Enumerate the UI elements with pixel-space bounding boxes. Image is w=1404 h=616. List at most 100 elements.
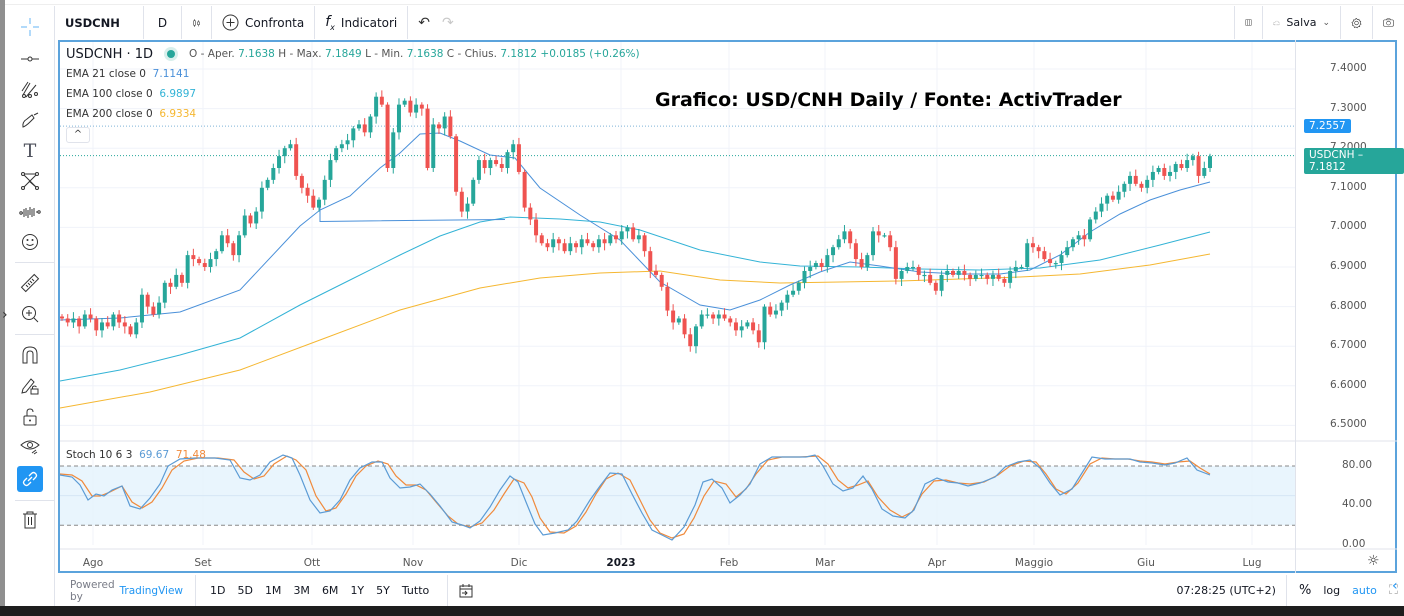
collapse-legend-button[interactable]: ^: [66, 127, 90, 143]
magnet-icon[interactable]: [19, 344, 41, 366]
candle-body: [88, 314, 93, 319]
trash-icon[interactable]: [19, 509, 41, 531]
fib-retracement-icon[interactable]: [19, 78, 41, 100]
forecast-icon[interactable]: [19, 201, 41, 223]
ema200-legend[interactable]: EMA 200 close 0 6.9334: [66, 104, 640, 124]
range-button-5y[interactable]: 5Y: [376, 584, 390, 597]
compare-button[interactable]: Confronta: [212, 6, 316, 39]
range-button-3m[interactable]: 3M: [293, 584, 310, 597]
candle-body: [745, 322, 750, 327]
symbol-search-button[interactable]: USDCNH: [55, 6, 144, 39]
log-toggle[interactable]: log: [1323, 584, 1341, 597]
candle-body: [214, 251, 219, 260]
candle-body: [1150, 171, 1155, 180]
candle-body: [979, 274, 984, 277]
ruler-icon[interactable]: [19, 272, 41, 294]
range-button-5d[interactable]: 5D: [237, 584, 253, 597]
range-button-tutto[interactable]: Tutto: [401, 584, 430, 597]
candle-body: [836, 239, 841, 248]
candle-body: [294, 144, 299, 176]
candle-body: [151, 306, 156, 315]
clock[interactable]: 07:28:25 (UTC+2): [1176, 575, 1287, 606]
indicators-label: Indicatori: [340, 15, 398, 30]
candle-body: [1053, 263, 1058, 265]
candle-body: [705, 314, 710, 316]
low-label: L - Min.: [365, 48, 404, 60]
candle-body: [911, 267, 916, 269]
candle-body: [574, 243, 579, 248]
candle-body: [1042, 251, 1047, 260]
candle-body: [1036, 247, 1041, 252]
zoom-in-icon[interactable]: [19, 303, 41, 325]
undo-icon[interactable]: ↶: [418, 14, 431, 31]
candle-body: [602, 239, 607, 244]
auto-toggle[interactable]: auto: [1352, 584, 1377, 597]
ema21-legend[interactable]: EMA 21 close 0 7.1141: [66, 64, 640, 84]
range-button-1d[interactable]: 1D: [210, 584, 226, 597]
indicators-button[interactable]: fx Indicatori: [315, 6, 409, 39]
candle-body: [419, 104, 424, 109]
text-icon[interactable]: T: [23, 140, 37, 162]
candle-body: [334, 148, 339, 161]
stoch-tick-label: 80.00: [1342, 458, 1373, 471]
price-tick-label: 7.0000: [1330, 220, 1367, 233]
expand-sidebar-arrow[interactable]: ›: [2, 307, 8, 323]
chart-type-button[interactable]: [182, 6, 212, 39]
candle-body: [1065, 247, 1070, 256]
eye-icon[interactable]: [19, 436, 41, 458]
candle-body: [459, 191, 464, 212]
lock-icon[interactable]: [19, 406, 41, 428]
ema100-legend[interactable]: EMA 100 close 0 6.9897: [66, 84, 640, 104]
goto-date-button[interactable]: [447, 575, 474, 606]
redo-icon[interactable]: ↷: [442, 14, 454, 31]
candle-body: [219, 235, 224, 252]
candle-body: [94, 318, 99, 331]
pattern-icon[interactable]: [19, 170, 41, 192]
market-status-dot[interactable]: [167, 50, 176, 58]
candle-body: [1145, 179, 1150, 188]
stoch-legend[interactable]: Stoch 10 6 3 69.67 71.48: [66, 449, 206, 461]
candle-body: [425, 108, 430, 168]
stoch-label: Stoch 10 6 3: [66, 449, 133, 461]
candle-body: [488, 160, 493, 168]
last-price-symbol: USDCNH: [1309, 149, 1355, 161]
range-button-1y[interactable]: 1Y: [350, 584, 365, 597]
chart-pane-frame: [58, 40, 1397, 573]
brush-icon[interactable]: [19, 109, 41, 131]
candle-body: [1122, 183, 1127, 192]
range-button-1m[interactable]: 1M: [264, 584, 282, 597]
candle-body: [1076, 235, 1081, 240]
lock-drawing-icon[interactable]: [19, 375, 41, 397]
candle-body: [317, 199, 322, 208]
undo-redo-group: ↶ ↷: [408, 6, 463, 39]
interval-button[interactable]: D: [144, 6, 182, 39]
sidebar-divider: [15, 500, 55, 501]
link-icon[interactable]: [17, 466, 43, 492]
axis-settings-icon[interactable]: ☼: [1367, 553, 1380, 569]
price-tick-label: 6.5000: [1330, 418, 1367, 431]
settings-button[interactable]: [1340, 6, 1372, 39]
fullscreen-icon[interactable]: ⛶: [1388, 583, 1398, 598]
candle-body: [476, 160, 481, 180]
powered-by[interactable]: Powered by TradingView: [58, 575, 196, 606]
candle-body: [1162, 168, 1167, 176]
save-button[interactable]: Salva ⌄: [1262, 6, 1340, 39]
candle-body: [625, 227, 630, 232]
candle-body: [1196, 156, 1201, 176]
snapshot-button[interactable]: [1372, 6, 1404, 39]
candle-body: [339, 144, 344, 149]
candle-body: [985, 274, 990, 279]
crosshair-icon[interactable]: [19, 16, 41, 38]
range-button-6m[interactable]: 6M: [321, 584, 339, 597]
collapse-right-panel-icon[interactable]: ‹: [1392, 578, 1398, 594]
percent-toggle[interactable]: %: [1298, 583, 1312, 598]
trend-line-icon[interactable]: [19, 48, 41, 70]
candle-body: [436, 124, 441, 129]
candle-body: [693, 326, 698, 347]
candle-body: [1139, 183, 1144, 188]
layout-button[interactable]: [1234, 6, 1262, 39]
emoji-icon[interactable]: [19, 231, 41, 253]
candle-body: [311, 195, 316, 208]
tradingview-link[interactable]: TradingView: [119, 584, 183, 597]
